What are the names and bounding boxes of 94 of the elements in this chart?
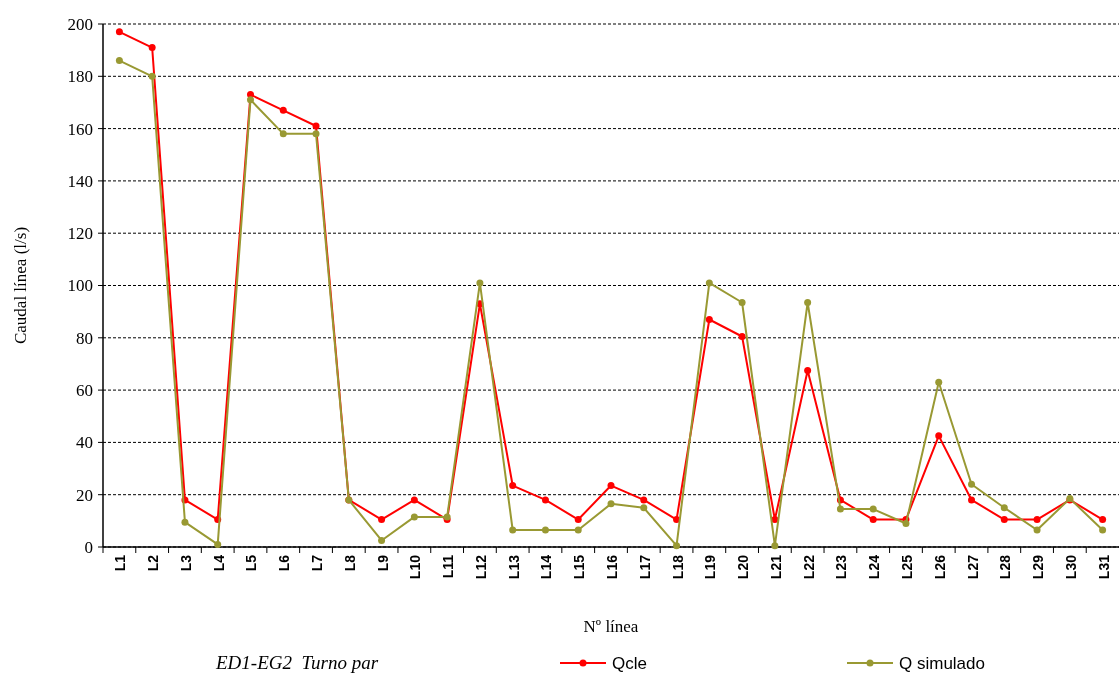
y-tick-label: 180 (67, 67, 93, 87)
point (410, 496, 418, 504)
point (148, 72, 156, 80)
x-tick-label: L2 (145, 554, 162, 572)
point (378, 536, 386, 544)
x-axis-title: Nº línea (583, 617, 639, 636)
point (181, 518, 189, 526)
point (836, 505, 844, 513)
y-axis-title: Caudal línea (l/s) (11, 226, 30, 345)
point (640, 496, 648, 504)
x-tick-label: L22 (800, 554, 817, 580)
point (804, 366, 812, 374)
x-tick-label: L31 (1095, 554, 1112, 580)
point (574, 526, 582, 534)
x-tick-label: L19 (702, 554, 719, 580)
y-tick-label: 140 (67, 171, 93, 191)
legend-label: Q simulado (899, 654, 985, 673)
x-tick-label: L29 (1030, 554, 1047, 580)
point (1099, 516, 1107, 524)
point (410, 513, 418, 521)
y-tick-label: 80 (76, 328, 93, 348)
y-tick-label: 60 (76, 381, 93, 401)
point (935, 378, 943, 386)
point (1099, 526, 1107, 534)
x-tick-label: L24 (866, 554, 883, 580)
point (673, 542, 681, 550)
text: ED1-EG2 Turno par (215, 652, 379, 673)
x-tick-label: L16 (604, 554, 620, 580)
legend-label: Qcle (612, 654, 647, 673)
point (738, 299, 746, 306)
point (148, 44, 156, 52)
point (214, 540, 222, 548)
x-tick-label: L12 (472, 554, 489, 580)
point (541, 496, 549, 504)
x-tick-label: L14 (538, 554, 555, 580)
x-tick-label: L15 (571, 554, 588, 580)
point (378, 516, 386, 524)
point (509, 482, 517, 490)
point (607, 482, 615, 490)
x-tick-label: L17 (636, 554, 653, 580)
point (1000, 504, 1008, 512)
y-tick-label: 160 (67, 119, 93, 139)
x-tick-label: L8 (341, 554, 358, 572)
x-tick-label: L23 (833, 554, 850, 580)
point (279, 130, 287, 138)
point (968, 496, 976, 504)
point (509, 526, 517, 534)
x-tick-label: L11 (440, 554, 457, 579)
x-tick-label: L30 (1062, 554, 1079, 580)
point (935, 432, 943, 440)
y-tick-label: 100 (67, 276, 93, 296)
y-tick-label: 200 (67, 14, 93, 34)
y-tick-label: 0 (84, 537, 93, 557)
x-tick-label: L1 (112, 554, 129, 572)
point (804, 299, 812, 306)
x-tick-label: L4 (210, 554, 227, 572)
point (246, 96, 254, 104)
point (1033, 516, 1041, 524)
x-tick-label: L21 (767, 554, 784, 580)
point (574, 516, 582, 524)
point (771, 542, 779, 550)
point (738, 332, 746, 340)
point (640, 504, 648, 512)
point (312, 130, 320, 138)
point (968, 480, 976, 488)
x-tick-label: L27 (964, 554, 981, 580)
x-tick-label: L13 (505, 554, 522, 580)
point (705, 279, 713, 287)
point (115, 28, 123, 36)
point (705, 316, 713, 323)
y-tick-label: 120 (67, 224, 93, 244)
x-tick-label: L25 (898, 554, 915, 580)
point (1033, 526, 1041, 534)
point (312, 122, 320, 130)
x-tick-label: L6 (276, 554, 293, 572)
point (115, 57, 123, 65)
point (476, 279, 484, 287)
y-tick-label: 20 (76, 485, 93, 505)
point (541, 526, 549, 534)
x-tick-label: L5 (243, 554, 260, 572)
x-tick-label: L18 (669, 554, 686, 580)
x-tick-label: L3 (177, 554, 194, 572)
x-tick-label: L10 (407, 554, 424, 580)
x-tick-label: L7 (309, 554, 326, 572)
y-tick-label: 40 (76, 433, 93, 453)
point (607, 500, 615, 508)
x-tick-label: L20 (735, 554, 752, 580)
point (1000, 516, 1008, 524)
x-tick-label: L9 (374, 554, 391, 572)
x-tick-label: L26 (931, 554, 948, 580)
point (869, 505, 877, 513)
point (869, 516, 877, 524)
point (279, 106, 287, 114)
x-tick-label: L28 (997, 554, 1014, 580)
